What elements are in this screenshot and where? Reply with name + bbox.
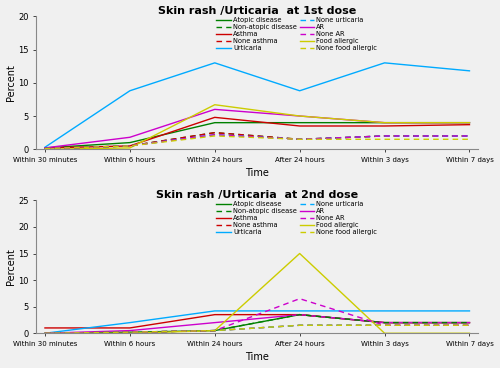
Y-axis label: Percent: Percent	[6, 248, 16, 285]
Title: Skin rash /Urticaria  at 2nd dose: Skin rash /Urticaria at 2nd dose	[156, 190, 358, 199]
Title: Skin rash /Urticaria  at 1st dose: Skin rash /Urticaria at 1st dose	[158, 6, 356, 15]
Legend: Atopic disease, Non-atopic disease, Asthma, None asthma, Urticaria, None urticar: Atopic disease, Non-atopic disease, Asth…	[216, 17, 377, 51]
X-axis label: Time: Time	[246, 169, 269, 178]
Legend: Atopic disease, Non-atopic disease, Asthma, None asthma, Urticaria, None urticar: Atopic disease, Non-atopic disease, Asth…	[216, 201, 377, 235]
Y-axis label: Percent: Percent	[6, 64, 16, 101]
X-axis label: Time: Time	[246, 353, 269, 362]
